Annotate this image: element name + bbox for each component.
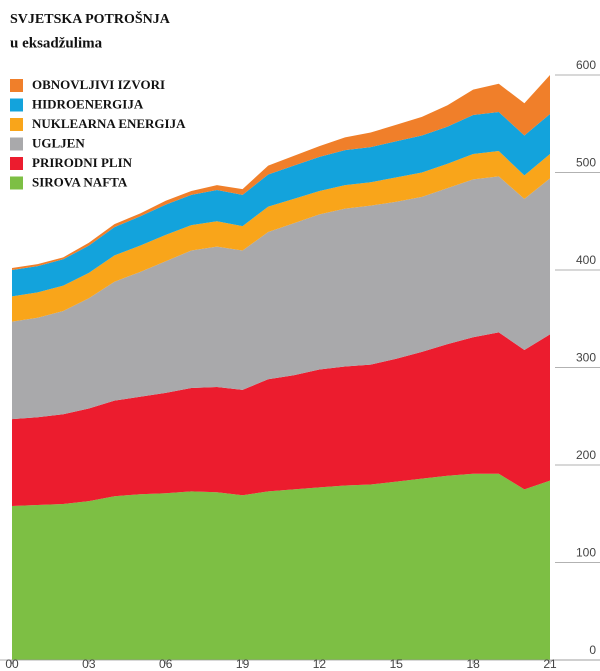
y-tick-label: 600 xyxy=(576,58,596,72)
y-tick-label: 300 xyxy=(576,351,596,365)
x-tick-label: 03 xyxy=(82,657,96,671)
x-tick-label: 12 xyxy=(313,657,327,671)
legend-label: NUKLEARNA ENERGIJA xyxy=(32,116,186,131)
chart-title: SVJETSKA POTROŠNJA xyxy=(10,10,171,27)
x-tick-label: 21 xyxy=(543,657,557,671)
x-tick-label: 18 xyxy=(466,657,480,671)
legend-swatch xyxy=(10,79,23,92)
x-tick-label: 00 xyxy=(5,657,19,671)
area xyxy=(12,75,550,270)
y-tick-label: 500 xyxy=(576,156,596,170)
x-tick-label: 06 xyxy=(159,657,173,671)
legend-label: PRIRODNI PLIN xyxy=(32,155,133,170)
legend-label: UGLJEN xyxy=(32,135,85,150)
y-tick-label: 400 xyxy=(576,253,596,267)
x-tick-label: 15 xyxy=(390,657,404,671)
y-tick-label: 0 xyxy=(589,643,596,657)
area xyxy=(12,473,550,660)
area xyxy=(12,176,550,420)
legend-label: OBNOVLJIVI IZVORI xyxy=(32,77,165,92)
area xyxy=(12,151,550,322)
x-tick-label: 19 xyxy=(236,657,250,671)
legend-swatch xyxy=(10,118,23,131)
area xyxy=(12,332,550,506)
legend-swatch xyxy=(10,137,23,151)
legend-label: HIDROENERGIJA xyxy=(32,96,144,111)
y-tick-label: 100 xyxy=(576,546,596,560)
area xyxy=(12,112,550,297)
y-tick-label: 200 xyxy=(576,448,596,462)
legend-label: SIROVA NAFTA xyxy=(32,174,128,189)
legend-swatch xyxy=(10,176,23,190)
chart-subtitle: u eksadžulima xyxy=(10,35,103,51)
legend-swatch xyxy=(10,157,23,170)
legend-swatch xyxy=(10,98,23,112)
